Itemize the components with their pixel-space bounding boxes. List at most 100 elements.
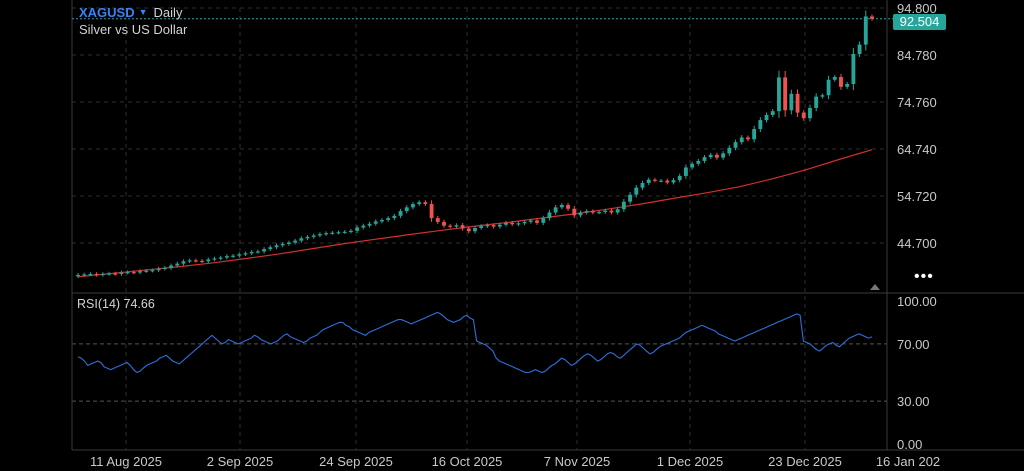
candle <box>634 184 639 198</box>
candle-body <box>398 211 403 216</box>
time-tick-label: 16 Oct 2025 <box>432 454 503 469</box>
candle-body <box>187 260 192 262</box>
candle <box>224 254 229 260</box>
candle <box>777 70 781 118</box>
candle <box>516 221 521 227</box>
candle-body <box>832 76 837 80</box>
candle <box>584 209 589 215</box>
candle-body <box>237 254 242 256</box>
candle <box>404 205 409 214</box>
candles-layer <box>76 10 874 279</box>
time-tick-label: 11 Aug 2025 <box>90 454 162 469</box>
candle-body <box>621 201 626 210</box>
candle-body <box>584 211 589 213</box>
candle <box>541 215 546 226</box>
candle <box>429 200 434 222</box>
candle <box>770 108 775 118</box>
candle-body <box>516 223 521 225</box>
candle-body <box>870 16 874 19</box>
candle <box>578 210 583 218</box>
candle-body <box>727 147 732 154</box>
candle <box>268 245 273 252</box>
time-tick-label: 23 Dec 2025 <box>768 454 842 469</box>
candle <box>696 158 701 166</box>
candle-body <box>305 236 310 239</box>
candle <box>764 112 769 123</box>
price-axis: 94.800 84.780 74.760 64.740 54.720 44.700 100.… <box>897 1 937 452</box>
candle-body <box>814 96 819 108</box>
candle <box>82 272 87 277</box>
candle-body <box>491 225 496 227</box>
candle <box>721 151 726 160</box>
candle-body <box>82 274 87 276</box>
candle <box>870 14 874 21</box>
rsi-indicator-label[interactable]: RSI(14) 74.66 <box>77 297 155 311</box>
candle <box>274 243 279 250</box>
candle-body <box>224 256 229 258</box>
candle <box>392 213 397 221</box>
rsi-tick-label: 70.00 <box>897 337 930 352</box>
symbol-selector[interactable]: XAGUSD ▼ Daily <box>79 5 182 20</box>
time-tick-label: 7 Nov 2025 <box>544 454 611 469</box>
candle-body <box>615 209 620 213</box>
candle <box>547 210 552 221</box>
candle-body <box>603 210 608 213</box>
candle-body <box>460 225 465 229</box>
candle <box>820 93 825 99</box>
price-tick-label: 84.780 <box>897 48 937 63</box>
candle <box>131 270 136 275</box>
candle <box>138 269 142 275</box>
candle <box>609 208 614 215</box>
candle-body <box>342 231 347 233</box>
candle <box>510 220 515 227</box>
candle-body <box>485 225 490 227</box>
candle <box>528 218 533 224</box>
candle-body <box>330 232 335 234</box>
more-options-icon[interactable]: ••• <box>914 268 934 285</box>
rsi-tick-label: 30.00 <box>897 394 930 409</box>
rsi-layer <box>77 311 873 374</box>
candle-body <box>448 225 453 227</box>
candle <box>193 258 198 263</box>
candle-body <box>863 16 868 45</box>
candle-body <box>162 267 167 270</box>
candle-body <box>559 205 564 208</box>
candle <box>621 198 626 212</box>
candle <box>454 223 459 229</box>
candle <box>448 223 453 229</box>
rsi-line <box>77 311 873 374</box>
symbol-label: XAGUSD <box>79 5 135 20</box>
candle-body <box>721 153 726 158</box>
candle <box>814 93 819 112</box>
candle-body <box>255 251 260 253</box>
candle <box>553 204 558 215</box>
candle-body <box>249 251 254 254</box>
candle-body <box>665 180 670 183</box>
time-tick-label: 1 Dec 2025 <box>657 454 724 469</box>
rsi-tick-label: 100.00 <box>897 294 937 309</box>
candle <box>336 230 341 235</box>
candle-body <box>572 208 577 216</box>
candle <box>801 110 806 121</box>
candle-body <box>404 207 409 212</box>
chevron-down-icon: ▼ <box>138 7 148 17</box>
timeframe-label[interactable]: Daily <box>153 5 183 20</box>
candle-body <box>429 204 434 219</box>
candle <box>119 270 124 276</box>
candle <box>746 135 750 142</box>
candle <box>361 223 366 230</box>
candle-body <box>231 255 236 257</box>
candle <box>671 178 676 185</box>
candle <box>411 201 415 210</box>
candle-body <box>801 112 806 119</box>
candle <box>504 220 508 227</box>
candle-body <box>541 218 546 223</box>
candle-body <box>206 259 211 262</box>
candle <box>795 89 800 118</box>
candle <box>293 238 298 245</box>
candle <box>615 207 620 215</box>
candle <box>677 173 682 183</box>
candle <box>212 256 217 262</box>
candle-body <box>88 273 93 276</box>
